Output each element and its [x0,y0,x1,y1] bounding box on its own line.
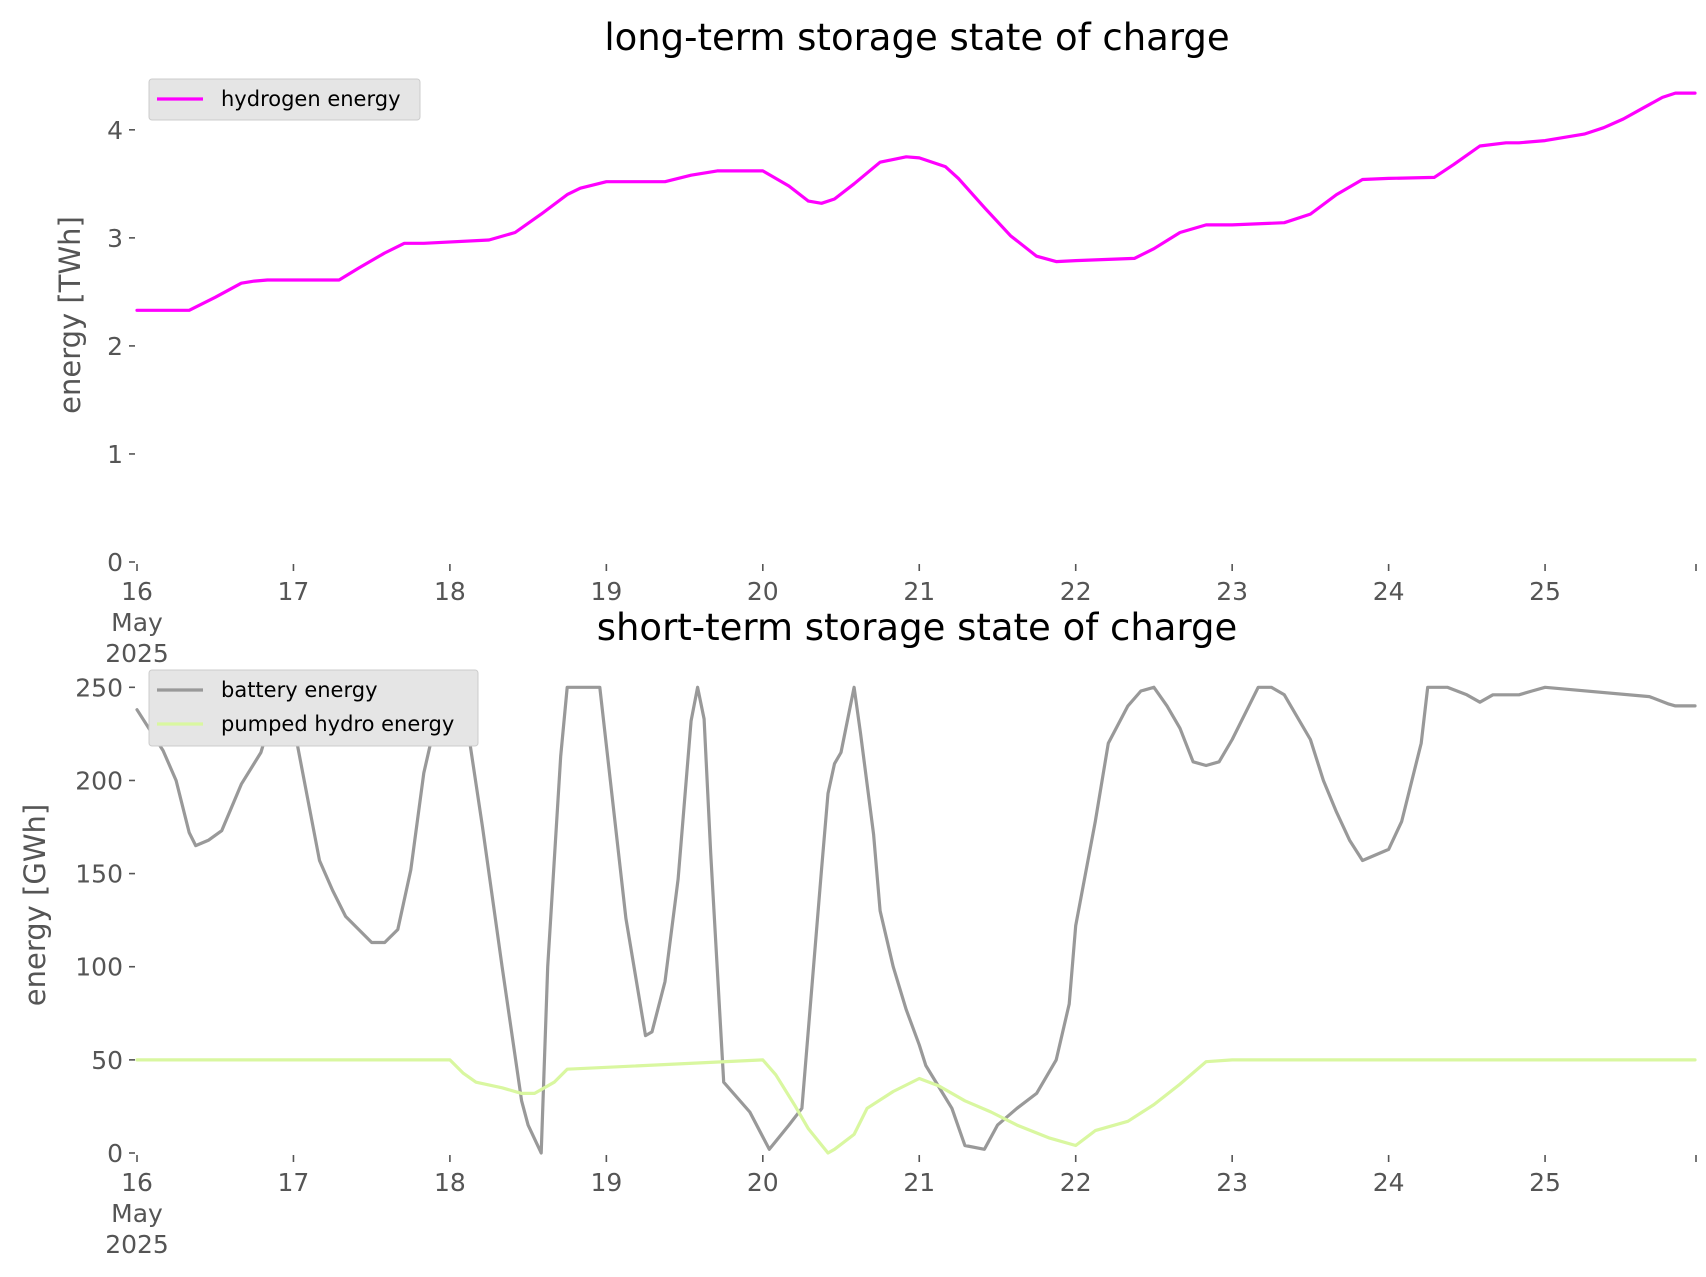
legend-label: hydrogen energy [221,87,401,111]
x-tick-label: 20 [747,577,779,606]
chart-title: long-term storage state of charge [604,16,1229,59]
series-layer [135,685,1697,1155]
short-term-storage-chart: short-term storage state of charge energ… [18,606,1697,1259]
y-tick-label: 50 [91,1046,123,1075]
legend-box [148,669,479,747]
legend: hydrogen energy [148,78,421,121]
legend: battery energy pumped hydro energy [148,669,479,747]
series-layer [135,91,1697,312]
x-tick-label: 22 [1060,577,1092,606]
x-tick-label: 24 [1373,577,1405,606]
legend-label: battery energy [221,678,378,702]
x-tick-label: 16 May 2025 [105,1168,169,1259]
x-tick-label: 21 [903,1168,935,1197]
x-tick-label: 19 [590,1168,622,1197]
y-tick-label: 1 [107,440,123,469]
x-tick-label: 20 [747,1168,779,1197]
x-tick-label: 23 [1216,577,1248,606]
long-term-storage-chart: long-term storage state of charge energy… [53,16,1697,668]
y-tick-label: 100 [75,953,123,982]
series-line-pumped-hydro-energy [135,1058,1697,1155]
y-tick-label: 250 [75,673,123,702]
x-tick-label: 17 [278,577,310,606]
x-tick-label: 23 [1216,1168,1248,1197]
x-tick-label: 25 [1529,1168,1561,1197]
x-tick-label: 21 [903,577,935,606]
y-tick-label: 150 [75,860,123,889]
series-line-battery-energy [135,685,1697,1155]
x-tick-label: 17 [278,1168,310,1197]
y-axis-label: energy [TWh] [53,216,87,414]
y-tick-label: 0 [107,1139,123,1168]
x-tick-label: 25 [1529,577,1561,606]
y-axis-label: energy [GWh] [18,804,52,1006]
x-tick-label: 22 [1060,1168,1092,1197]
y-tick-label: 2 [107,332,123,361]
y-tick-label: 200 [75,766,123,795]
chart-title: short-term storage state of charge [597,606,1238,649]
y-tick-label: 0 [107,548,123,577]
x-tick-label: 18 [434,1168,466,1197]
legend-box [148,78,421,121]
y-tick-label: 3 [107,224,123,253]
legend-label: pumped hydro energy [221,712,454,736]
x-tick-label: 18 [434,577,466,606]
axis-ticks: 0 50 100 150 200 250 16 May 2025 17 18 19 20 21 22 23 24… [75,673,1697,1259]
x-tick-label: 16 May 2025 [105,577,169,668]
x-tick-label: 19 [590,577,622,606]
x-tick-label: 24 [1373,1168,1405,1197]
y-tick-label: 4 [107,116,123,145]
series-line-hydrogen-energy [135,91,1697,312]
